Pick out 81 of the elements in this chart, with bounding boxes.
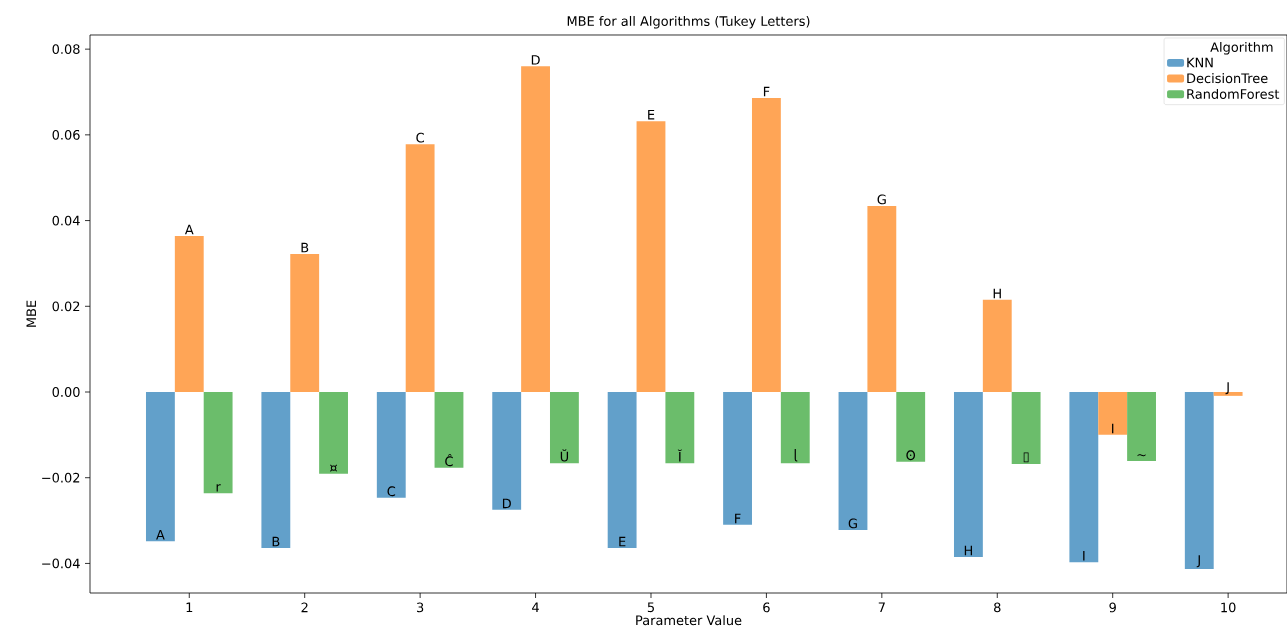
bar: [665, 392, 695, 464]
bar: [636, 121, 666, 392]
x-tick-label: 2: [301, 602, 308, 613]
y-tick-label: −0.02: [42, 472, 80, 483]
x-tick-label: 6: [763, 602, 770, 613]
bar: [174, 236, 204, 392]
bar: [492, 392, 522, 510]
y-tick-label: 0.04: [52, 215, 80, 226]
data-label: B: [272, 536, 280, 547]
data-label: J: [1225, 382, 1229, 395]
bar: [953, 392, 983, 557]
bar: [203, 392, 233, 494]
bar: [1069, 392, 1099, 563]
bar: [867, 206, 897, 392]
data-label: I: [1083, 551, 1085, 561]
bar: [1011, 392, 1041, 464]
data-label: D: [531, 55, 540, 65]
bar: [982, 299, 1012, 392]
bar: [896, 392, 926, 462]
data-label: E: [619, 536, 626, 547]
data-label: r: [216, 484, 221, 492]
y-tick-label: 0.08: [52, 44, 80, 55]
bar: [780, 392, 810, 464]
data-label: ~: [1137, 454, 1146, 457]
data-label: D: [502, 498, 511, 509]
bar: [1184, 392, 1214, 569]
data-label: B: [301, 242, 309, 253]
data-label: F: [763, 86, 770, 97]
data-label: ¤: [330, 464, 338, 472]
data-label: ɭ: [794, 448, 798, 462]
y-tick-label: 0.02: [52, 301, 80, 312]
bar: [838, 392, 868, 530]
bar: [549, 392, 579, 464]
y-tick-label: 0.00: [52, 387, 80, 397]
data-label: C: [387, 486, 396, 497]
bar: [261, 392, 291, 548]
x-tick-label: 7: [878, 602, 885, 612]
data-label: I: [1112, 423, 1114, 434]
bar: [319, 392, 348, 474]
data-label: ▯: [1023, 452, 1029, 463]
legend-label: DecisionTree: [1187, 73, 1268, 84]
bar: [607, 392, 637, 548]
bar: [521, 66, 550, 392]
x-tick-label: 1: [186, 602, 193, 612]
x-tick-label: 10: [1221, 602, 1236, 613]
bar: [290, 254, 320, 392]
bar: [1127, 392, 1156, 461]
data-label: F: [735, 513, 741, 524]
data-label: H: [993, 288, 1001, 299]
bar: [434, 392, 464, 468]
y-tick-label: 0.06: [52, 129, 80, 140]
x-tick-label: 8: [994, 602, 1001, 613]
data-label: Ŭ: [560, 449, 569, 462]
data-label: Ĭ: [677, 449, 682, 462]
x-tick-label: 5: [647, 602, 654, 613]
data-label: C: [416, 132, 424, 143]
data-label: H: [964, 545, 973, 556]
data-label: J: [1196, 555, 1200, 568]
x-tick-label: 9: [1109, 602, 1116, 613]
x-tick-label: 3: [416, 602, 424, 613]
x-tick-label: 4: [532, 602, 539, 612]
chart-title: MBE for all Algorithms (Tukey Letters): [567, 15, 810, 29]
bar: [751, 98, 781, 392]
bar: [145, 392, 175, 542]
data-label: ʘ: [906, 450, 916, 461]
legend-label: KNN: [1187, 57, 1213, 68]
bar: [723, 392, 752, 525]
x-axis-title: Parameter Value: [636, 615, 742, 626]
data-label: G: [877, 194, 886, 205]
bar: [376, 392, 406, 498]
data-label: A: [156, 530, 165, 540]
data-label: A: [184, 224, 194, 235]
bar: [405, 144, 435, 392]
y-axis-title: MBE: [26, 300, 36, 327]
legend-label: RandomForest: [1187, 88, 1280, 99]
data-label: G: [848, 518, 857, 529]
data-label: Ĉ: [445, 453, 453, 467]
bar: [1098, 392, 1128, 435]
data-label: E: [648, 110, 655, 120]
y-tick-label: −0.04: [42, 558, 80, 569]
legend-title: Algorithm: [1210, 41, 1273, 55]
